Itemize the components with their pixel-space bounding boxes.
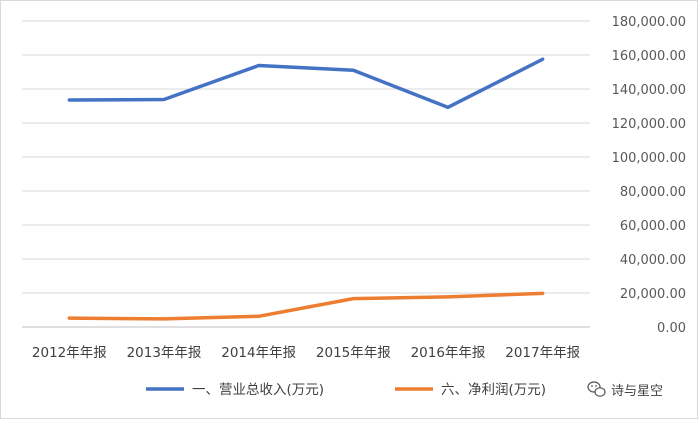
watermark-text: 诗与星空 [611,384,663,399]
x-tick-label: 2013年年报 [127,345,202,361]
series-line-2 [67,291,545,321]
y-tick-label: 20,000.00 [620,287,686,302]
x-axis-ticks: 2012年年报 2013年年报 2014年年报 2015年年报 2016年年报 2017年… [32,345,580,361]
y-tick-label: 60,000.00 [620,219,686,234]
legend-label-2: 六、净利润(万元) [441,382,546,398]
y-tick-label: 80,000.00 [620,185,686,200]
legend: 一、营业总收入(万元) 六、净利润(万元) [146,382,546,398]
x-tick-label: 2015年年报 [316,345,391,361]
y-tick-label: 0.00 [657,321,686,336]
y-tick-label: 180,000.00 [612,15,686,30]
y-tick-label: 160,000.00 [612,49,686,64]
x-tick-label: 2017年年报 [505,345,580,361]
y-tick-label: 100,000.00 [612,151,686,166]
x-tick-label: 2014年年报 [221,345,296,361]
y-tick-label: 40,000.00 [620,253,686,268]
y-tick-label: 120,000.00 [612,117,686,132]
y-axis-ticks: 0.00 20,000.00 40,000.00 60,000.00 80,000.00… [612,15,686,336]
x-tick-label: 2016年年报 [411,345,486,361]
gridlines [22,20,590,328]
wechat-icon [587,381,606,397]
series-lines [67,57,545,321]
y-tick-label: 140,000.00 [612,83,686,98]
legend-label-1: 一、营业总收入(万元) [192,382,324,398]
x-tick-label: 2012年年报 [32,345,107,361]
series-line-1 [67,57,545,110]
watermark: 诗与星空 [587,381,663,399]
